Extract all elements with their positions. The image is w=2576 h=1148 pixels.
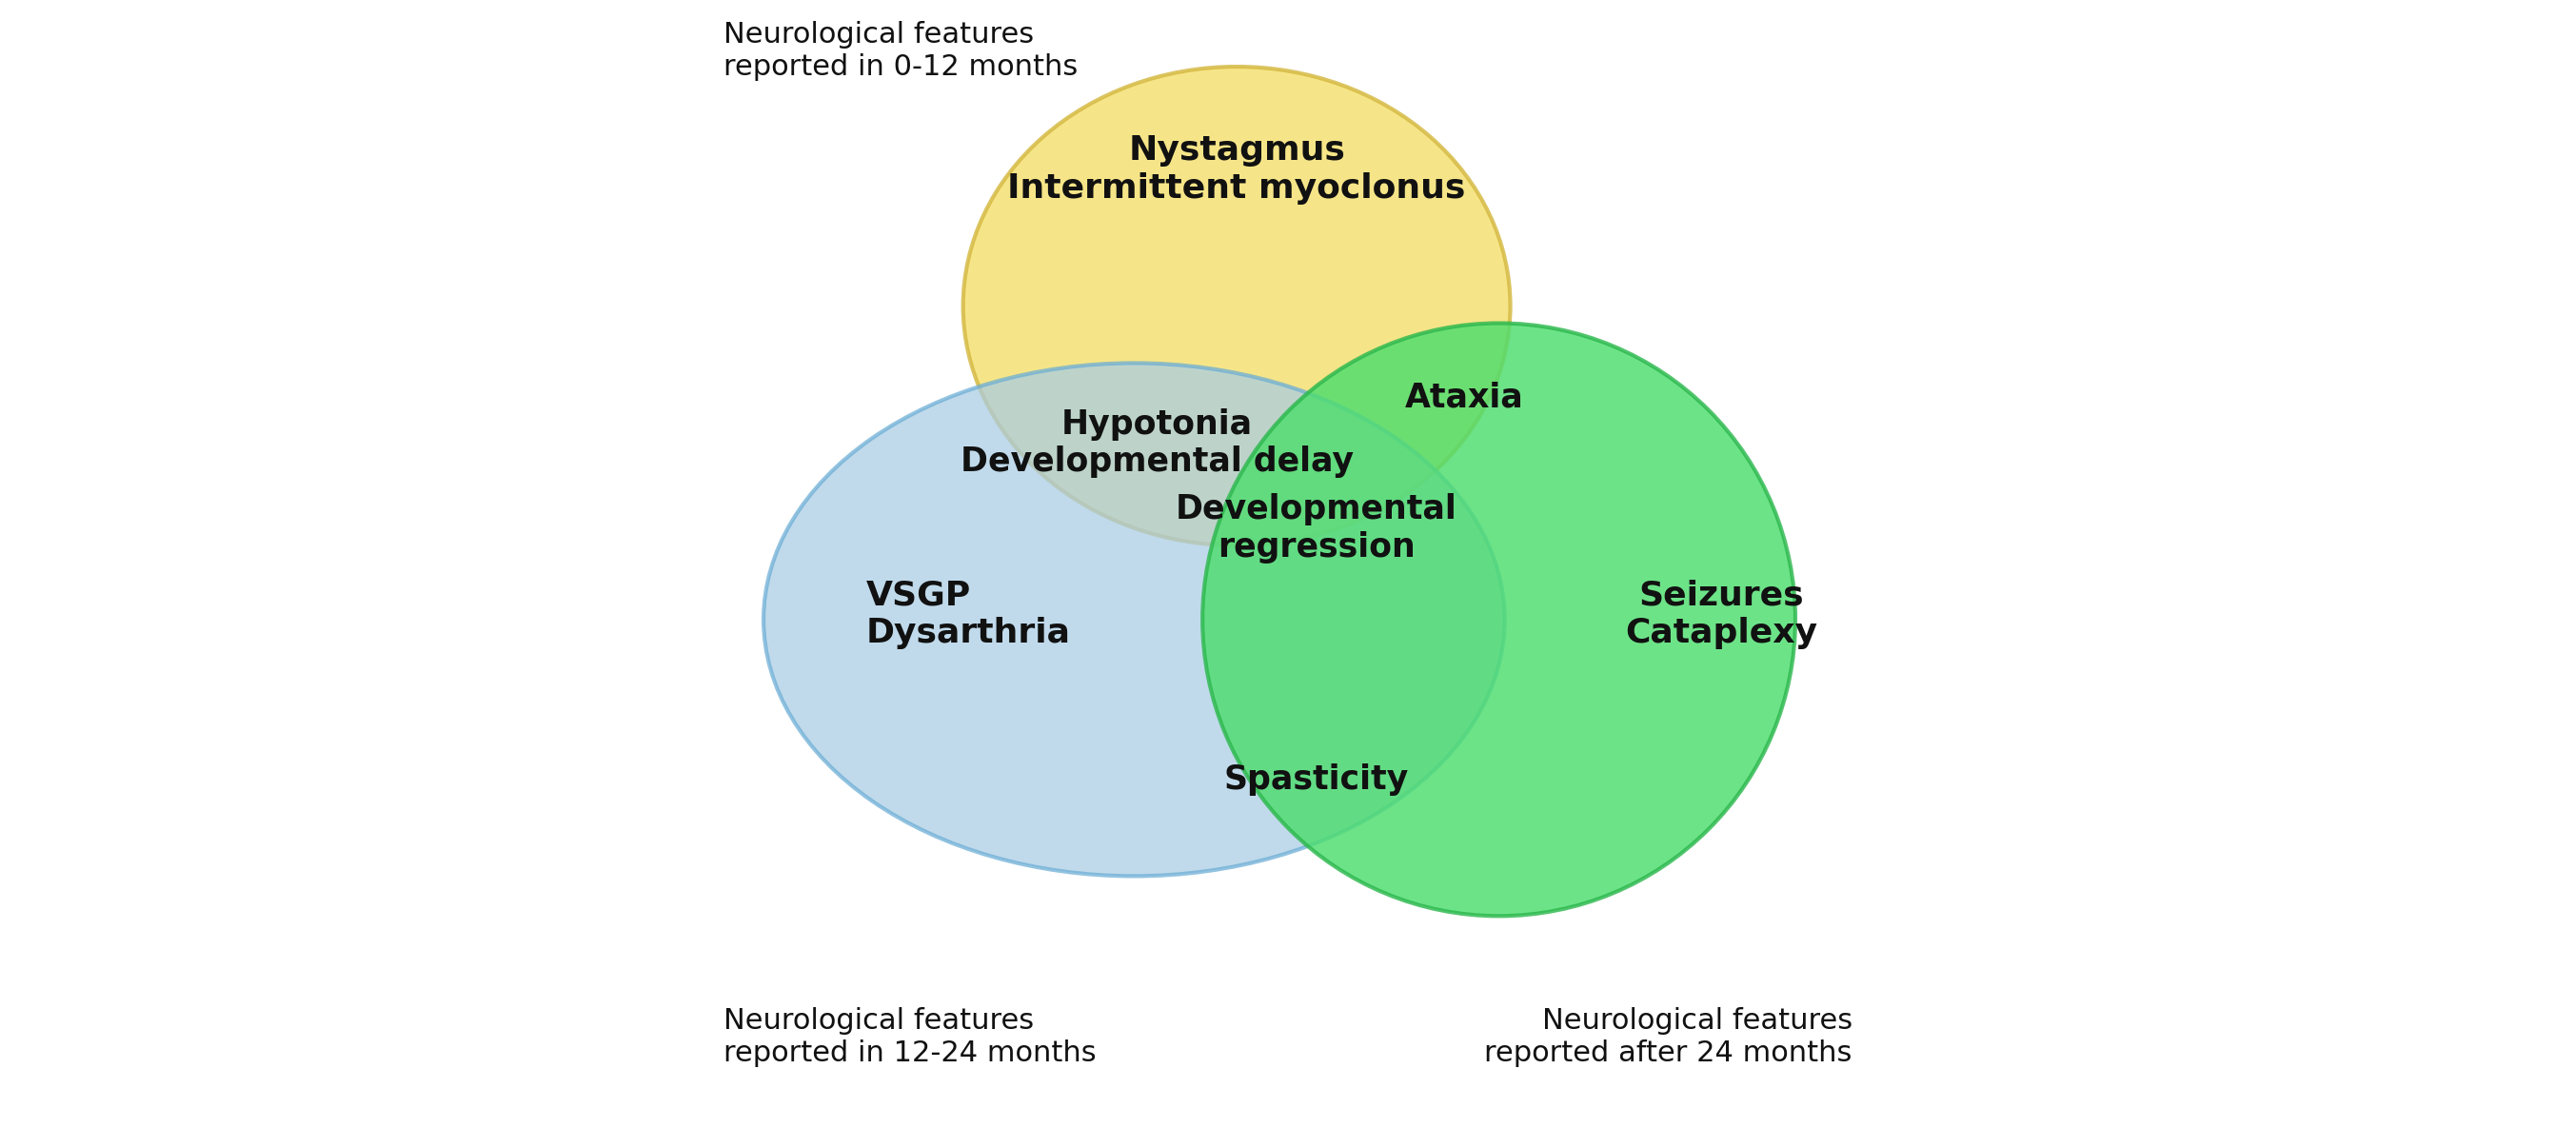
Ellipse shape <box>1203 324 1795 916</box>
Text: Developmental
regression: Developmental regression <box>1175 494 1458 564</box>
Ellipse shape <box>762 363 1504 876</box>
Ellipse shape <box>963 67 1510 545</box>
Text: Nystagmus
Intermittent myoclonus: Nystagmus Intermittent myoclonus <box>1007 134 1466 204</box>
Text: Seizures
Cataplexy: Seizures Cataplexy <box>1625 579 1819 649</box>
Text: Ataxia: Ataxia <box>1406 381 1525 413</box>
Text: Neurological features
reported in 0-12 months: Neurological features reported in 0-12 m… <box>724 21 1077 80</box>
Text: Hypotonia
Developmental delay: Hypotonia Developmental delay <box>961 408 1352 478</box>
Text: Neurological features
reported after 24 months: Neurological features reported after 24 … <box>1484 1007 1852 1066</box>
Text: Neurological features
reported in 12-24 months: Neurological features reported in 12-24 … <box>724 1007 1097 1066</box>
Text: Spasticity: Spasticity <box>1224 763 1409 796</box>
Text: VSGP
Dysarthria: VSGP Dysarthria <box>866 579 1072 649</box>
